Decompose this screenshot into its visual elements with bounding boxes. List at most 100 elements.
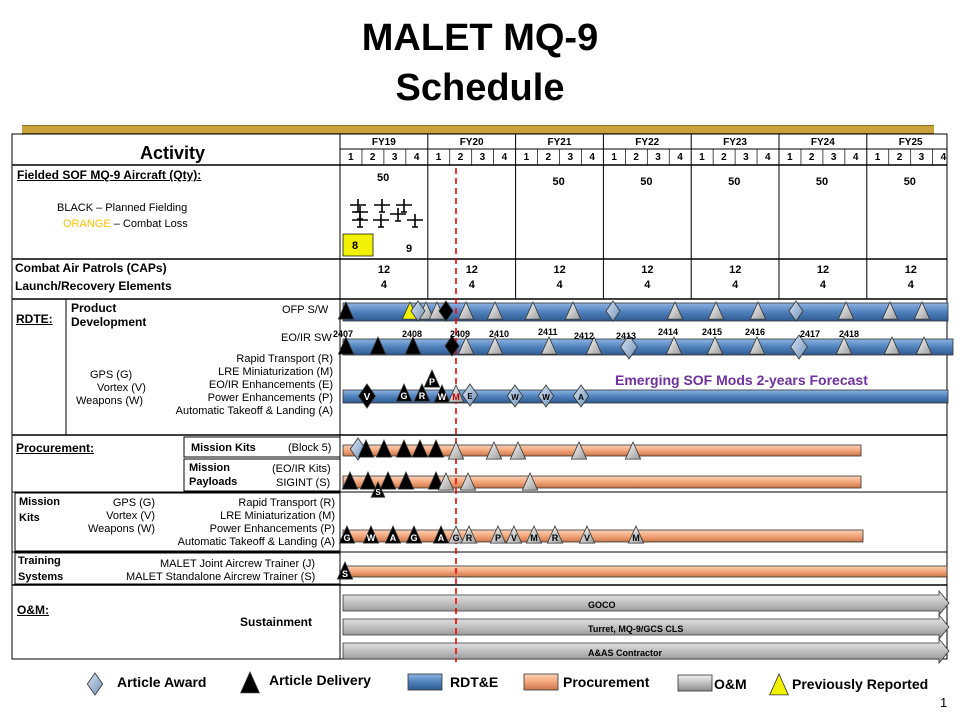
ofp-milestone xyxy=(486,301,504,320)
eoir-award-dark xyxy=(444,335,460,357)
rdte-mod-left: Vortex (V) xyxy=(97,382,146,394)
legend-article-award: Article Award xyxy=(117,674,207,690)
lre-value: 4 xyxy=(819,279,827,291)
release-label: 2417 xyxy=(800,329,821,339)
release-label: 2407 xyxy=(333,329,354,339)
quarter-label: 3 xyxy=(391,152,398,163)
ofp-label: OFP S/W xyxy=(282,304,329,316)
legend-procurement: Procurement xyxy=(563,674,650,690)
quarter-label: 1 xyxy=(523,152,530,163)
ofp-milestone xyxy=(666,301,684,320)
mk-milestone xyxy=(546,525,564,544)
legend-rdte: RDT&E xyxy=(450,674,499,690)
milestone-letter: P xyxy=(429,377,435,387)
rdte-mod-right: Rapid Transport (R) xyxy=(236,353,333,365)
release-label: 2412 xyxy=(574,331,595,341)
page-title-line2: Schedule xyxy=(395,67,565,109)
mk-milestone xyxy=(489,525,507,544)
lre-value: 4 xyxy=(907,279,914,291)
om-goco-bar xyxy=(342,589,950,617)
eoir-delivery xyxy=(369,336,387,355)
milestone-letter: W xyxy=(438,392,447,402)
rdte-mod-award xyxy=(461,383,479,407)
proc-milestone xyxy=(485,441,503,460)
rdte-mod-left: Weapons (W) xyxy=(76,395,144,407)
milestone-letter: W xyxy=(542,393,550,402)
orange-word: ORANGE xyxy=(63,218,111,230)
proc-delivery xyxy=(395,439,413,458)
milestone-letter: S xyxy=(342,569,348,579)
rdte-label: RDTE: xyxy=(16,312,53,326)
om-bar-aas-label: A&AS Contractor xyxy=(588,648,663,658)
training-bar xyxy=(342,565,948,578)
aircraft-icon xyxy=(352,206,368,220)
rdte-mod-delivery xyxy=(433,384,451,403)
lre-value: 4 xyxy=(732,279,739,291)
block5-label: (Block 5) xyxy=(288,442,332,454)
mk-mod-right: LRE Miniaturization (M) xyxy=(220,510,335,522)
payload-delivery xyxy=(370,481,386,498)
eoir-milestone xyxy=(915,336,933,355)
quarter-label: 4 xyxy=(677,152,683,163)
sustainment-label: Sustainment xyxy=(240,615,313,629)
rdte-mod-right: LRE Miniaturization (M) xyxy=(218,366,333,378)
orange-legend: ORANGE – Combat Loss xyxy=(63,218,188,230)
rdte-mod-award xyxy=(537,384,555,408)
lre-value: 4 xyxy=(644,279,651,291)
training-box xyxy=(14,552,341,585)
milestone-letter: M xyxy=(452,392,460,402)
eoir-kits-label: (EO/IR Kits) xyxy=(272,463,331,475)
rdte-mod-right: Power Enhancements (P) xyxy=(207,392,333,404)
om-bar-turret-label: Turret, MQ-9/GCS CLS xyxy=(588,624,684,634)
quarter-label: 3 xyxy=(830,152,837,163)
quarter-label: 2 xyxy=(457,152,464,163)
legend-om: O&M xyxy=(714,676,747,692)
rdte-mod-left: GPS (G) xyxy=(90,369,133,381)
milestone-letter: A xyxy=(390,533,397,543)
fy-label: FY21 xyxy=(547,137,572,148)
training-label-2: Systems xyxy=(18,571,64,583)
caps-value: 12 xyxy=(465,264,478,276)
mk-milestone xyxy=(447,525,465,544)
payload-delivery xyxy=(379,471,397,490)
ofp-milestone xyxy=(564,301,582,320)
quarter-label: 2 xyxy=(633,152,639,163)
quarter-label: 2 xyxy=(369,152,376,163)
eoir-milestone xyxy=(540,336,558,355)
milestone-letter: S xyxy=(375,488,381,497)
ofp-milestone xyxy=(837,301,855,320)
fy-label: FY22 xyxy=(635,137,660,148)
legend-delivery-icon xyxy=(240,671,260,694)
eoir-milestone xyxy=(665,336,683,355)
rdte-eoir-bar xyxy=(342,338,954,356)
milestone-letter: A xyxy=(438,533,445,543)
payload-delivery xyxy=(359,471,377,490)
sigint-label: SIGINT (S) xyxy=(276,477,331,489)
quarter-label: 1 xyxy=(786,152,793,163)
eoir-label: EO/IR SW xyxy=(281,332,332,344)
proc-milestone xyxy=(509,441,527,460)
quarter-label: 1 xyxy=(874,152,881,163)
mk-milestone xyxy=(460,525,478,544)
milestone-letter: G xyxy=(452,533,459,543)
fy-label: FY25 xyxy=(898,137,923,148)
milestone-letter: P xyxy=(495,533,501,543)
eoir-milestone xyxy=(883,336,901,355)
mk-label-2: Kits xyxy=(19,512,40,524)
release-label: 2410 xyxy=(489,329,510,339)
quarter-label: 4 xyxy=(501,152,508,163)
mission-kits-mods-box xyxy=(14,492,341,552)
milestone-letter: A xyxy=(578,393,584,402)
release-label: 2408 xyxy=(402,329,423,339)
rdte-mod-delivery xyxy=(413,383,431,402)
fy-label: FY23 xyxy=(723,137,747,148)
mission-payloads-box xyxy=(183,458,341,492)
ofp-milestone xyxy=(881,301,899,320)
fielded-qty: 50 xyxy=(903,176,916,188)
payloads-label-1: Mission xyxy=(189,462,230,474)
ofp-award xyxy=(788,300,804,322)
page-number: 1 xyxy=(940,695,948,710)
quarter-label: 3 xyxy=(918,152,925,163)
fielded-qty: 50 xyxy=(728,176,741,188)
